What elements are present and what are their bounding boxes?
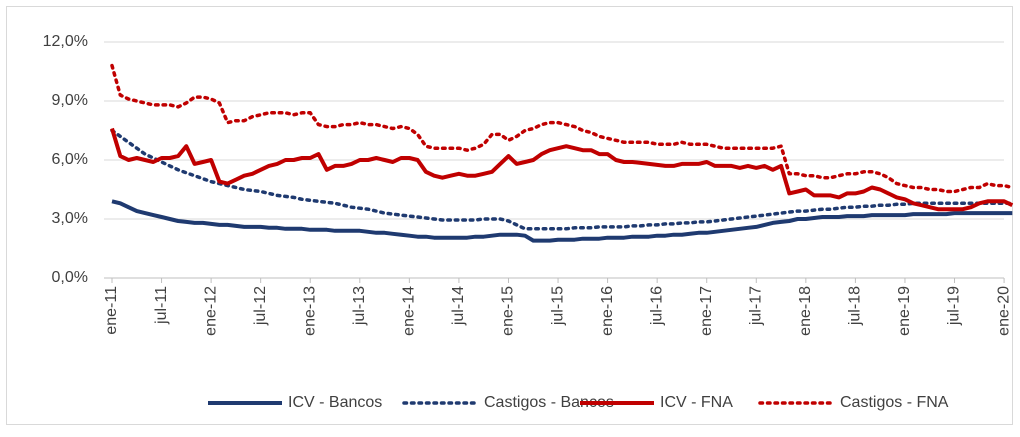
y-tick-label: 6,0% <box>52 151 88 168</box>
y-tick-label: 9,0% <box>52 92 88 109</box>
x-tick-label: ene-20 <box>995 286 1012 336</box>
x-tick-label: jul-13 <box>351 286 368 326</box>
x-tick-label: ene-12 <box>202 286 219 336</box>
x-tick-label: ene-17 <box>698 286 715 336</box>
series-line <box>111 199 1013 243</box>
legend-label: Castigos - Bancos <box>484 394 614 411</box>
x-tick-label: ene-13 <box>301 286 318 336</box>
x-tick-label: ene-14 <box>401 286 418 336</box>
y-tick-label: 12,0% <box>43 33 88 50</box>
series-line <box>110 63 1015 194</box>
y-tick-label: 3,0% <box>52 210 88 227</box>
series-line <box>110 128 1015 231</box>
x-tick-label: jul-18 <box>847 286 864 326</box>
x-tick-label: ene-15 <box>500 286 517 336</box>
x-tick-label: jul-16 <box>648 286 665 326</box>
x-tick-label: ene-18 <box>797 286 814 336</box>
legend-label: ICV - FNA <box>660 394 733 411</box>
legend-label: Castigos - FNA <box>840 394 949 411</box>
x-tick-label: jul-12 <box>252 286 269 326</box>
x-tick-label: jul-19 <box>946 286 963 326</box>
legend-label: ICV - Bancos <box>288 394 382 411</box>
x-tick-label: jul-17 <box>747 286 764 326</box>
x-tick-label: jul-15 <box>549 286 566 326</box>
x-tick-label: jul-11 <box>153 286 170 325</box>
y-tick-label: 0,0% <box>52 269 88 286</box>
x-tick-label: ene-11 <box>103 286 120 335</box>
series-line <box>110 127 1014 212</box>
x-tick-label: ene-16 <box>599 286 616 336</box>
x-tick-label: ene-19 <box>896 286 913 336</box>
x-tick-label: jul-14 <box>450 286 467 326</box>
